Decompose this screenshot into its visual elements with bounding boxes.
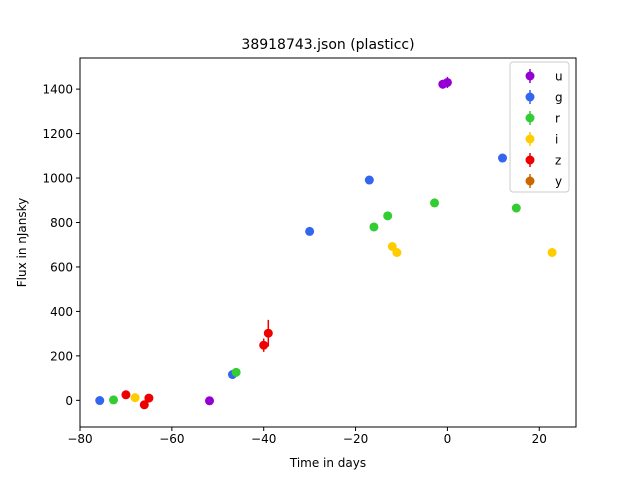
legend-box (509, 61, 570, 193)
legend-label-u: u (555, 70, 563, 84)
legend-label-i: i (555, 133, 558, 147)
legend-label-r: r (555, 112, 560, 126)
series-r (109, 198, 521, 405)
x-tick-label: −80 (67, 432, 92, 446)
legend-marker-z (525, 155, 535, 165)
x-tick-label: −40 (251, 432, 276, 446)
data-point-r (430, 198, 440, 208)
data-point-i (547, 248, 557, 258)
x-tick-label: −60 (159, 432, 184, 446)
data-point-r (511, 203, 521, 213)
data-point-r (383, 211, 393, 221)
data-point-r (109, 395, 119, 405)
legend-label-z: z (555, 154, 561, 168)
series-i (130, 242, 557, 403)
y-tick-label: 1400 (42, 83, 73, 97)
y-tick-label: 600 (50, 260, 73, 274)
y-tick-label: 1200 (42, 127, 73, 141)
y-tick-label: 1000 (42, 172, 73, 186)
x-axis-ticks: −80 −60 −40 −20 0 20 (67, 427, 547, 446)
series-g (95, 153, 508, 406)
legend-marker-g (525, 92, 535, 102)
data-point-r (231, 367, 241, 377)
legend-marker-r (525, 113, 535, 123)
data-point-g (364, 175, 374, 185)
x-tick-label: 20 (532, 432, 547, 446)
y-tick-label: 200 (50, 349, 73, 363)
data-point-u (205, 396, 215, 406)
y-tick-label: 400 (50, 305, 73, 319)
legend-label-g: g (555, 91, 563, 105)
data-point-u (442, 77, 452, 87)
data-point-z (263, 328, 273, 338)
data-point-z (144, 393, 154, 403)
data-point-z (139, 400, 149, 410)
x-axis-label: Time in days (289, 456, 366, 470)
legend-marker-i (525, 134, 535, 144)
data-point-g (305, 226, 315, 236)
data-point-g (95, 396, 105, 406)
data-point-g (498, 153, 508, 163)
y-tick-label: 0 (65, 394, 73, 408)
series-u (205, 76, 452, 406)
plot-area (95, 76, 557, 410)
y-axis-label: Flux in nJansky (15, 198, 29, 288)
y-tick-label: 800 (50, 216, 73, 230)
data-point-i (392, 248, 402, 258)
data-point-z (121, 390, 131, 400)
x-tick-label: −20 (343, 432, 368, 446)
data-point-i (130, 393, 140, 403)
y-axis-ticks: 0 200 400 600 800 1000 1200 1400 (42, 83, 80, 408)
legend-marker-y (525, 176, 535, 186)
data-point-z (259, 340, 269, 350)
axes-frame (79, 57, 577, 428)
legend-label-y: y (555, 175, 562, 189)
x-tick-label: 0 (444, 432, 452, 446)
legend-marker-u (525, 71, 535, 81)
chart-title: 38918743.json (plasticc) (241, 37, 414, 53)
series-z (121, 319, 273, 410)
data-point-r (369, 222, 379, 232)
